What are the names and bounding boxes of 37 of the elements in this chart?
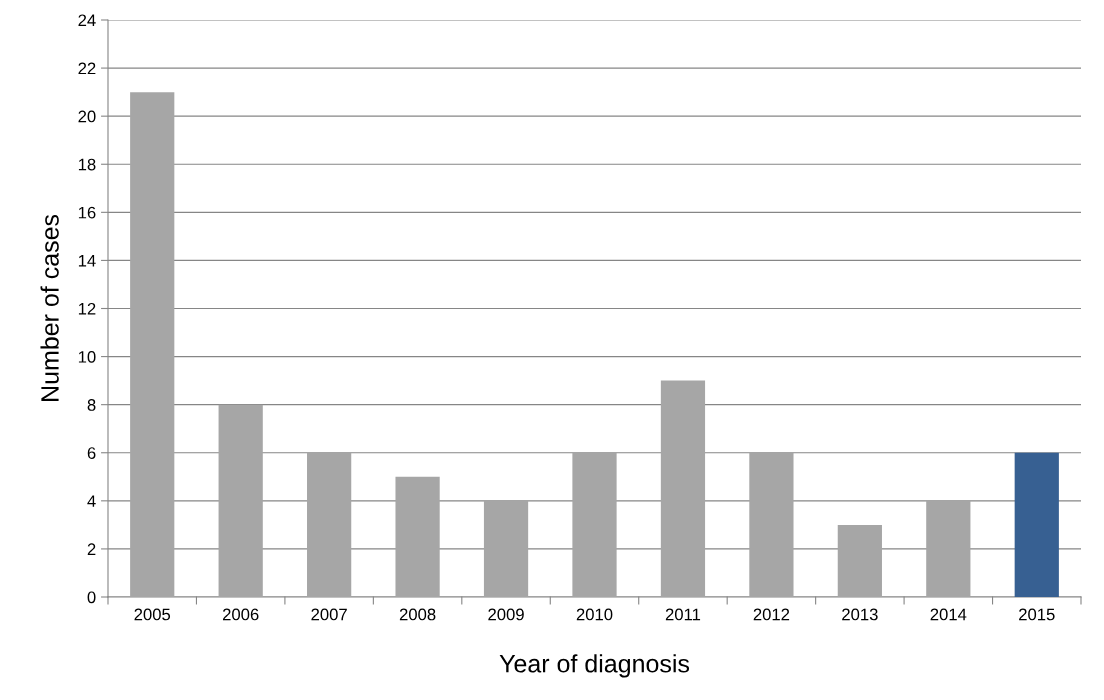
y-tick-label: 20 [78,110,96,123]
y-tick-label: 6 [87,447,96,459]
x-tick-label: 2014 [930,608,967,621]
bar [660,380,706,597]
bar [837,524,882,597]
bar [307,452,352,597]
y-tick-label: 4 [87,495,96,507]
x-tick-label: 2010 [576,608,613,621]
y-tick-label: 10 [78,350,96,363]
bar [926,500,971,597]
x-tick-label: 2007 [311,608,347,621]
y-tick-label: 14 [78,254,96,267]
y-tick-label: 12 [78,302,96,315]
y-tick-label: 24 [78,14,96,27]
bar [1014,452,1059,597]
x-tick-label: 2015 [1019,608,1055,621]
bar [572,452,617,597]
x-tick-label: 2012 [753,608,790,621]
bar [218,404,263,597]
bar [395,476,440,597]
bar [130,92,175,597]
x-tick-label: 2005 [134,608,171,621]
y-tick-label: 0 [87,591,96,604]
y-tick-label: 16 [78,206,96,219]
bar [749,452,794,597]
y-axis-title: Number of cases [40,214,59,401]
x-tick-label: 2008 [399,608,436,621]
x-tick-label: 2006 [222,608,259,621]
y-tick-label: 22 [78,62,96,75]
x-tick-label: 2009 [488,608,524,621]
y-tick-label: 18 [78,158,96,171]
y-tick-label: 2 [87,543,96,555]
y-tick-label: 8 [87,399,96,411]
bar [483,500,529,597]
x-axis-title: Year of diagnosis [499,654,690,678]
x-tick-label: 2013 [842,608,878,621]
x-tick-label: 2011 [665,608,701,621]
